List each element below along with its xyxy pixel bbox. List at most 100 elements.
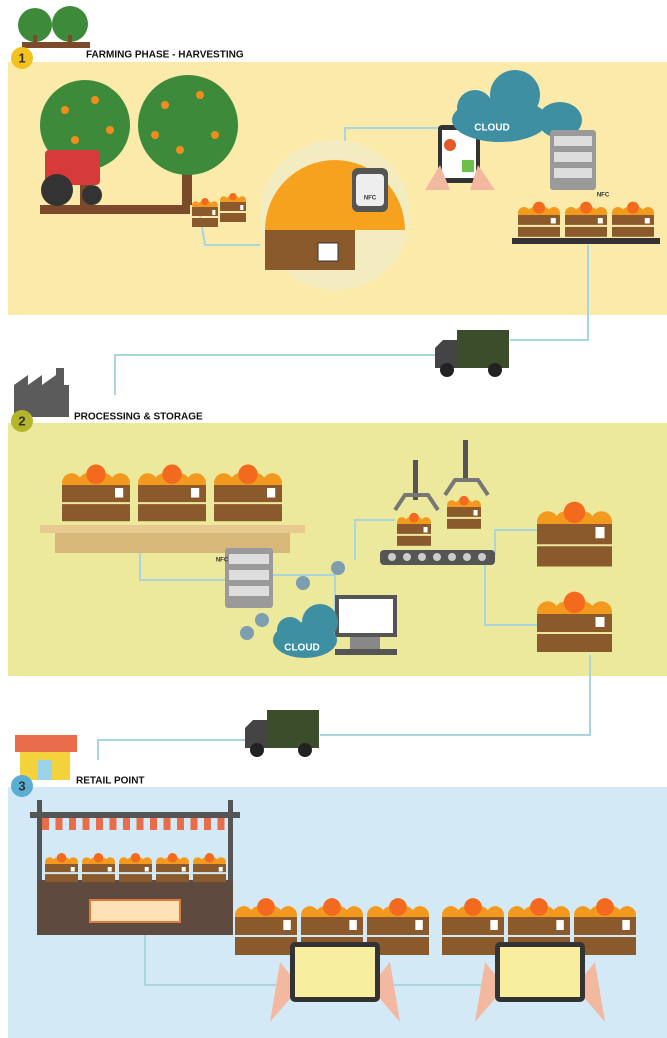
tablet-screen — [295, 947, 375, 997]
orange — [530, 898, 548, 916]
fruit-crate — [192, 198, 218, 227]
orange — [57, 853, 66, 862]
awning-stripe — [177, 818, 184, 830]
nfc-label: NFC — [216, 558, 229, 564]
orange — [580, 202, 592, 214]
awning-stripe — [96, 818, 103, 830]
fruit-crate — [447, 496, 481, 529]
crate-tag — [551, 218, 556, 224]
conveyor — [380, 550, 495, 565]
orange — [409, 513, 419, 523]
awning-stripe — [42, 818, 49, 830]
orange — [238, 465, 257, 484]
crate-slat — [119, 874, 152, 882]
fruit-crate — [442, 898, 504, 955]
crate-tag — [240, 205, 243, 210]
crate-tag — [474, 510, 478, 516]
truck-body — [267, 710, 319, 748]
fruit-crate — [397, 513, 431, 546]
fruit-crate — [235, 898, 297, 955]
crate-tag — [490, 920, 497, 930]
fruit-crate — [156, 853, 189, 882]
step-number: 1 — [18, 50, 25, 65]
awning-stripe — [110, 818, 117, 830]
step-number: 2 — [18, 413, 25, 428]
tablet-screen — [500, 947, 580, 997]
crate-tag — [145, 867, 149, 872]
fruit-crate — [193, 853, 226, 882]
truck-body — [457, 330, 509, 368]
crate-slat — [612, 227, 654, 237]
diagram: 1 FARMING PHASE - HARVESTING 2 PROCESSIN… — [0, 0, 667, 1038]
orange — [389, 898, 407, 916]
crate-tag — [115, 488, 123, 498]
crate-slat — [62, 504, 130, 521]
crate-tag — [182, 867, 186, 872]
crate-tag — [424, 527, 428, 533]
awning-stripe — [191, 818, 198, 830]
header-1: 1 FARMING PHASE - HARVESTING — [11, 6, 244, 69]
orange — [323, 898, 341, 916]
crate-slat — [235, 937, 297, 955]
orange — [205, 853, 214, 862]
orange — [564, 592, 585, 613]
awning-stripe — [137, 818, 144, 830]
nfc-label: NFC — [364, 196, 377, 202]
crate-slat — [220, 213, 246, 222]
crate-tag — [267, 488, 275, 498]
crate-slat — [447, 519, 481, 529]
crate-tag — [596, 617, 605, 627]
crate-tag — [191, 488, 199, 498]
crate-slat — [518, 227, 560, 237]
orange — [86, 465, 105, 484]
truck — [245, 710, 319, 757]
shelf — [40, 525, 305, 533]
crate-tag — [108, 867, 112, 872]
cloud-label: CLOUD — [474, 123, 510, 134]
orange — [627, 202, 639, 214]
crate-tag — [212, 210, 215, 215]
header-2: 2 PROCESSING & STORAGE — [11, 368, 203, 432]
awning-stripe — [69, 818, 76, 830]
orange — [564, 502, 585, 523]
awning-stripe — [56, 818, 63, 830]
fruit-crate — [45, 853, 78, 882]
crate-slat — [537, 634, 612, 652]
orange — [257, 898, 275, 916]
crate-tag — [219, 867, 223, 872]
wheel — [250, 743, 264, 757]
cloud-label: CLOUD — [284, 643, 320, 654]
orange — [459, 496, 469, 506]
awning-stripe — [164, 818, 171, 830]
nfc-label: NFC — [597, 193, 610, 199]
crate-tag — [645, 218, 650, 224]
step-number: 3 — [18, 778, 25, 793]
crate-slat — [82, 874, 115, 882]
truck — [435, 330, 509, 377]
orange — [464, 898, 482, 916]
crate-tag — [349, 920, 356, 930]
orange — [131, 853, 140, 862]
fruit-crate — [119, 853, 152, 882]
orange — [94, 853, 103, 862]
awning-stripe — [150, 818, 157, 830]
phase-title: RETAIL POINT — [76, 776, 145, 787]
crate-slat — [565, 227, 607, 237]
crate-tag — [556, 920, 563, 930]
crate-slat — [537, 546, 612, 566]
orange — [201, 198, 208, 205]
crate-slat — [156, 874, 189, 882]
wheel — [440, 363, 454, 377]
crate-slat — [138, 504, 206, 521]
orange — [596, 898, 614, 916]
orange — [168, 853, 177, 862]
crate-tag — [622, 920, 629, 930]
awning-stripe — [204, 818, 211, 830]
orange — [162, 465, 181, 484]
awning-stripe — [123, 818, 130, 830]
crate-slat — [192, 218, 218, 227]
fruit-crate — [220, 193, 246, 222]
crate-slat — [45, 874, 78, 882]
crate-tag — [283, 920, 290, 930]
wheel — [488, 363, 502, 377]
